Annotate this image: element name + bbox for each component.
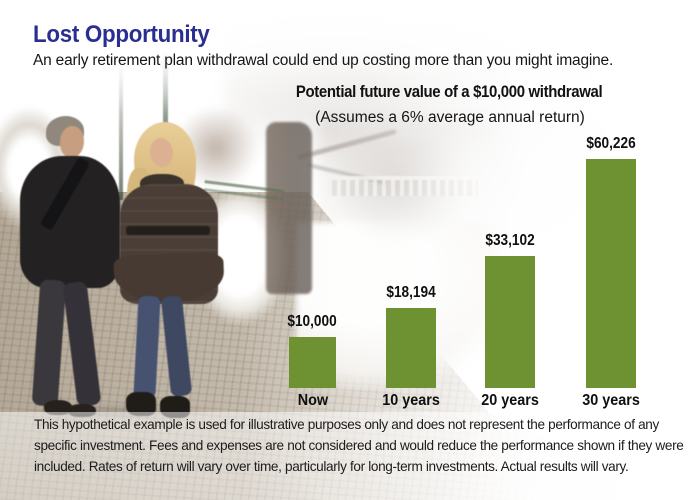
photo-woman-silhouette bbox=[112, 120, 237, 420]
page-title: Lost Opportunity bbox=[33, 21, 210, 48]
bar-value-text-30-years: $60,226 bbox=[586, 135, 636, 152]
photo-lamppost bbox=[119, 60, 123, 200]
bar-30-years bbox=[586, 159, 636, 388]
photo-woman-leg bbox=[160, 295, 193, 397]
chart-title-text: Potential future value of a $10,000 with… bbox=[295, 82, 603, 101]
bar-20-years bbox=[485, 256, 535, 388]
photo-man-leg bbox=[31, 279, 67, 407]
chart-title: Potential future value of a $10,000 with… bbox=[249, 82, 649, 102]
disclaimer-text: This hypothetical example is used for il… bbox=[34, 417, 684, 474]
bar-category-label-20-years: 20 years bbox=[440, 392, 580, 410]
chart-subtitle: (Assumes a 6% average annual return) bbox=[315, 109, 585, 126]
photo-white-fade-top bbox=[0, 0, 700, 115]
photo-man-leg bbox=[62, 280, 102, 408]
bar-value-label-20-years: $33,102 bbox=[440, 232, 580, 250]
page-subtitle: An early retirement plan withdrawal coul… bbox=[33, 52, 614, 69]
bar-value-label-30-years: $60,226 bbox=[541, 135, 681, 153]
bar-value-text-now: $10,000 bbox=[287, 313, 338, 330]
bar-category-label-now: Now bbox=[243, 392, 383, 410]
bar-category-text-10-years: 10 years bbox=[382, 392, 440, 409]
photo-man-silhouette bbox=[14, 112, 139, 418]
bar-10-years bbox=[386, 308, 436, 388]
bar-value-label-10-years: $18,194 bbox=[341, 284, 481, 302]
photo-white-veil-bottom bbox=[0, 412, 700, 500]
bar-value-label-now: $10,000 bbox=[243, 313, 383, 331]
bar-value-text-10-years: $18,194 bbox=[386, 284, 436, 301]
photo-woman-leg bbox=[133, 295, 161, 399]
bar-now bbox=[289, 337, 336, 388]
photo-man-boot bbox=[44, 400, 72, 415]
bar-category-label-30-years: 30 years bbox=[541, 392, 681, 410]
bar-category-text-30-years: 30 years bbox=[582, 392, 640, 409]
photo-woman-belt bbox=[126, 226, 210, 235]
bar-category-text-20-years: 20 years bbox=[481, 392, 539, 409]
bar-category-text-now: Now bbox=[297, 392, 328, 409]
bar-value-text-20-years: $33,102 bbox=[485, 232, 535, 249]
bar-category-label-10-years: 10 years bbox=[341, 392, 481, 410]
